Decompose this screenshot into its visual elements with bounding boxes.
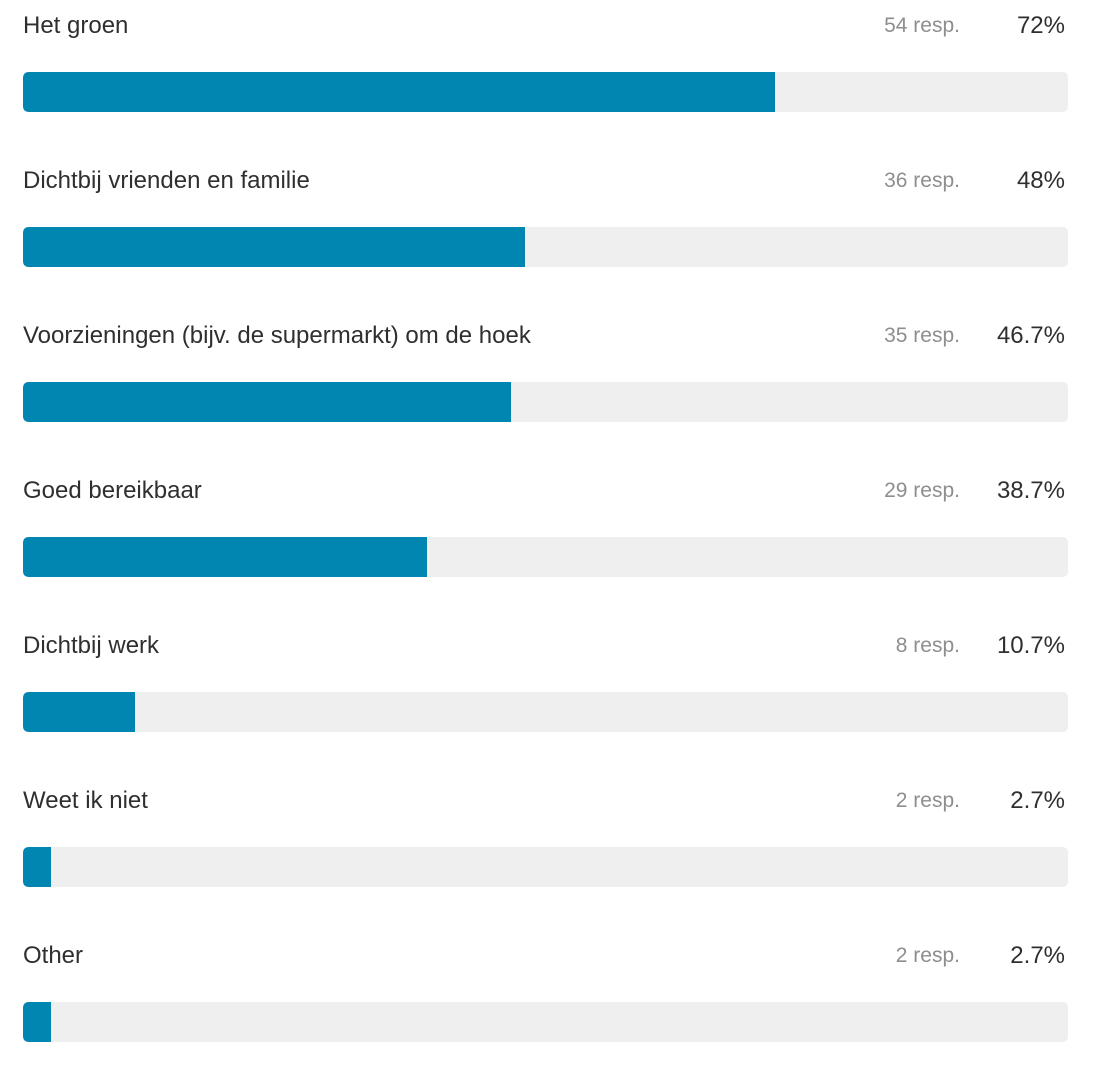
results-chart: Het groen 54 resp. 72% Dichtbij vrienden en…: [0, 6, 1097, 1042]
percent-label: 2.7%: [1010, 787, 1065, 814]
answer-label: Dichtbij vrienden en familie: [23, 167, 310, 194]
answer-row: Voorzieningen (bijv. de supermarkt) om d…: [0, 316, 1097, 471]
answer-label: Other: [23, 942, 84, 969]
answer-row: Goed bereikbaar 29 resp. 38.7%: [0, 471, 1097, 626]
answer-row: Dichtbij vrienden en familie 36 resp. 48%: [0, 161, 1097, 316]
answer-row: Other 2 resp. 2.7%: [0, 936, 1097, 1091]
bar-track: [23, 692, 1068, 732]
answer-label: Het groen: [23, 12, 129, 39]
response-count: 54 resp.: [884, 14, 960, 37]
answer-row: Het groen 54 resp. 72%: [0, 6, 1097, 161]
response-count: 8 resp.: [895, 634, 960, 657]
percent-label: 48%: [1016, 167, 1065, 194]
answer-label: Goed bereikbaar: [23, 477, 202, 504]
answer-label: Dichtbij werk: [23, 632, 160, 659]
bar-track: [23, 227, 1068, 267]
bar-fill: [23, 72, 775, 112]
answer-row: Weet ik niet 2 resp. 2.7%: [0, 781, 1097, 936]
response-count: 2 resp.: [895, 789, 960, 812]
response-count: 35 resp.: [884, 324, 960, 347]
bar-fill: [23, 692, 135, 732]
percent-label: 72%: [1016, 12, 1065, 39]
response-count: 2 resp.: [895, 944, 960, 967]
bar-track: [23, 537, 1068, 577]
bar-fill: [23, 227, 525, 267]
bar-track: [23, 72, 1068, 112]
answer-row: Dichtbij werk 8 resp. 10.7%: [0, 626, 1097, 781]
bar-track: [23, 847, 1068, 887]
percent-label: 38.7%: [996, 477, 1065, 504]
percent-label: 10.7%: [996, 632, 1065, 659]
bar-fill: [23, 382, 511, 422]
bar-fill: [23, 847, 51, 887]
bar-track: [23, 382, 1068, 422]
answer-label: Weet ik niet: [23, 787, 148, 814]
answer-label: Voorzieningen (bijv. de supermarkt) om d…: [23, 322, 531, 349]
response-count: 29 resp.: [884, 479, 960, 502]
bar-fill: [23, 537, 427, 577]
bar-fill: [23, 1002, 51, 1042]
percent-label: 2.7%: [1010, 942, 1065, 969]
response-count: 36 resp.: [884, 169, 960, 192]
percent-label: 46.7%: [996, 322, 1065, 349]
bar-track: [23, 1002, 1068, 1042]
